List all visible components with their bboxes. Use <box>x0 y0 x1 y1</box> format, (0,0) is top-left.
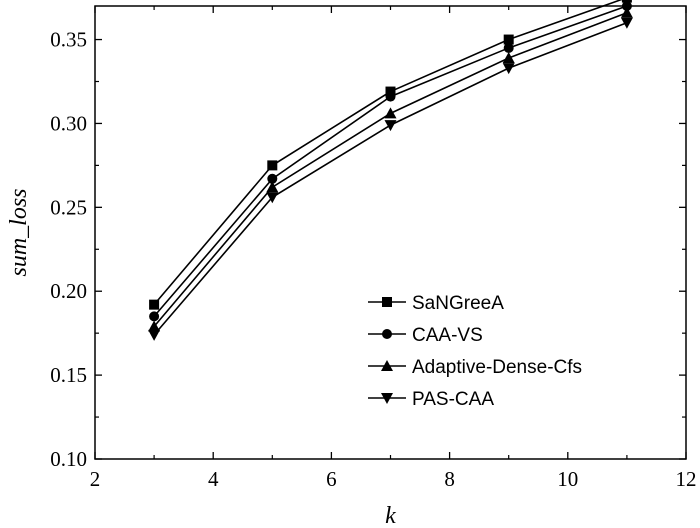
x-tick-label: 12 <box>676 467 697 491</box>
y-tick-label: 0.20 <box>50 279 87 303</box>
series-2 <box>149 1 632 322</box>
data-point <box>621 1 632 11</box>
series-line <box>153 11 628 327</box>
series-4 <box>148 17 633 341</box>
legend-marker <box>382 329 392 339</box>
legend-item-3: Adaptive-Dense-Cfs <box>368 357 582 378</box>
data-point <box>266 181 279 193</box>
y-tick-label: 0.10 <box>50 447 87 471</box>
x-tick-label: 6 <box>326 467 337 491</box>
axes: 2 4 6 8 10 12 0.10 0.15 0.20 0.25 0.30 0.35 <box>50 5 697 491</box>
series-line <box>153 0 623 306</box>
data-point <box>149 299 160 310</box>
x-axis-title: k <box>385 503 396 528</box>
data-point <box>384 120 397 132</box>
data-point <box>267 160 278 171</box>
y-tick-label: 0.35 <box>50 28 87 52</box>
legend-item-4: PAS-CAA <box>368 389 494 410</box>
legend-marker <box>381 393 393 404</box>
legend-marker <box>381 360 393 371</box>
data-point <box>502 52 515 64</box>
data-point <box>503 34 514 45</box>
data-point <box>620 6 633 18</box>
series-line <box>153 5 628 317</box>
data-point <box>384 107 397 119</box>
data-point <box>266 192 279 204</box>
legend: SaNGreeA CAA-VS Adaptive-Dense-Cfs PAS-CAA <box>368 293 582 410</box>
x-tick-label: 8 <box>444 467 455 491</box>
legend-marker <box>382 297 392 307</box>
series-3 <box>148 6 633 332</box>
y-axis-title: sum_loss <box>6 188 32 276</box>
y-tick-label: 0.25 <box>50 195 87 219</box>
data-point <box>148 329 161 341</box>
data-point <box>502 63 515 75</box>
series-layer <box>148 0 633 341</box>
data-point <box>620 17 633 29</box>
legend-label: SaNGreeA <box>412 293 504 314</box>
legend-label: CAA-VS <box>412 325 483 346</box>
x-tick-label: 2 <box>90 467 101 491</box>
legend-item-2: CAA-VS <box>368 325 483 346</box>
y-tick-label: 0.15 <box>50 363 87 387</box>
x-tick-label: 10 <box>557 467 578 491</box>
data-point <box>503 42 514 53</box>
x-tick-label: 4 <box>208 467 219 491</box>
series-line <box>153 22 628 336</box>
data-point <box>385 91 396 102</box>
legend-label: PAS-CAA <box>412 389 494 410</box>
data-point <box>149 311 160 322</box>
data-point <box>267 173 278 184</box>
data-point <box>148 320 161 332</box>
series-1 <box>149 0 632 310</box>
legend-label: Adaptive-Dense-Cfs <box>412 357 582 378</box>
legend-item-1: SaNGreeA <box>368 293 504 314</box>
plot-frame <box>94 5 687 460</box>
data-point <box>385 86 396 97</box>
y-tick-label: 0.30 <box>50 111 87 135</box>
